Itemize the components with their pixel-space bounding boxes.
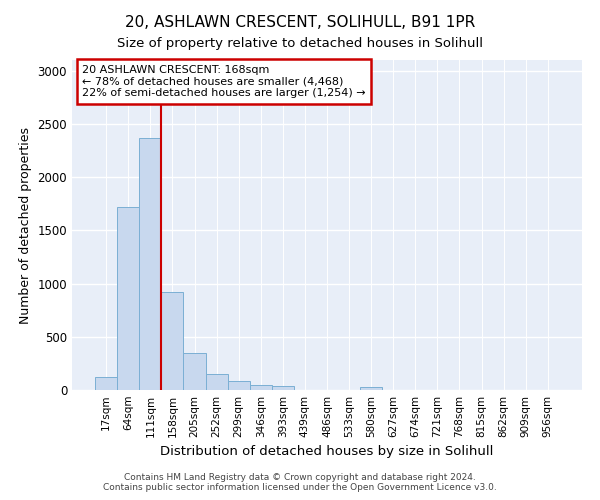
- Text: Size of property relative to detached houses in Solihull: Size of property relative to detached ho…: [117, 38, 483, 51]
- Bar: [206, 374, 227, 390]
- Bar: [184, 354, 206, 390]
- Bar: [272, 386, 294, 390]
- Bar: [360, 387, 382, 390]
- Bar: [250, 384, 272, 390]
- Text: 20 ASHLAWN CRESCENT: 168sqm
← 78% of detached houses are smaller (4,468)
22% of : 20 ASHLAWN CRESCENT: 168sqm ← 78% of det…: [82, 65, 366, 98]
- Text: 20, ASHLAWN CRESCENT, SOLIHULL, B91 1PR: 20, ASHLAWN CRESCENT, SOLIHULL, B91 1PR: [125, 15, 475, 30]
- Y-axis label: Number of detached properties: Number of detached properties: [19, 126, 32, 324]
- Text: Contains HM Land Registry data © Crown copyright and database right 2024.
Contai: Contains HM Land Registry data © Crown c…: [103, 473, 497, 492]
- Bar: [227, 381, 250, 390]
- Bar: [95, 376, 117, 390]
- Bar: [161, 292, 184, 390]
- X-axis label: Distribution of detached houses by size in Solihull: Distribution of detached houses by size …: [160, 446, 494, 458]
- Bar: [139, 138, 161, 390]
- Bar: [117, 207, 139, 390]
